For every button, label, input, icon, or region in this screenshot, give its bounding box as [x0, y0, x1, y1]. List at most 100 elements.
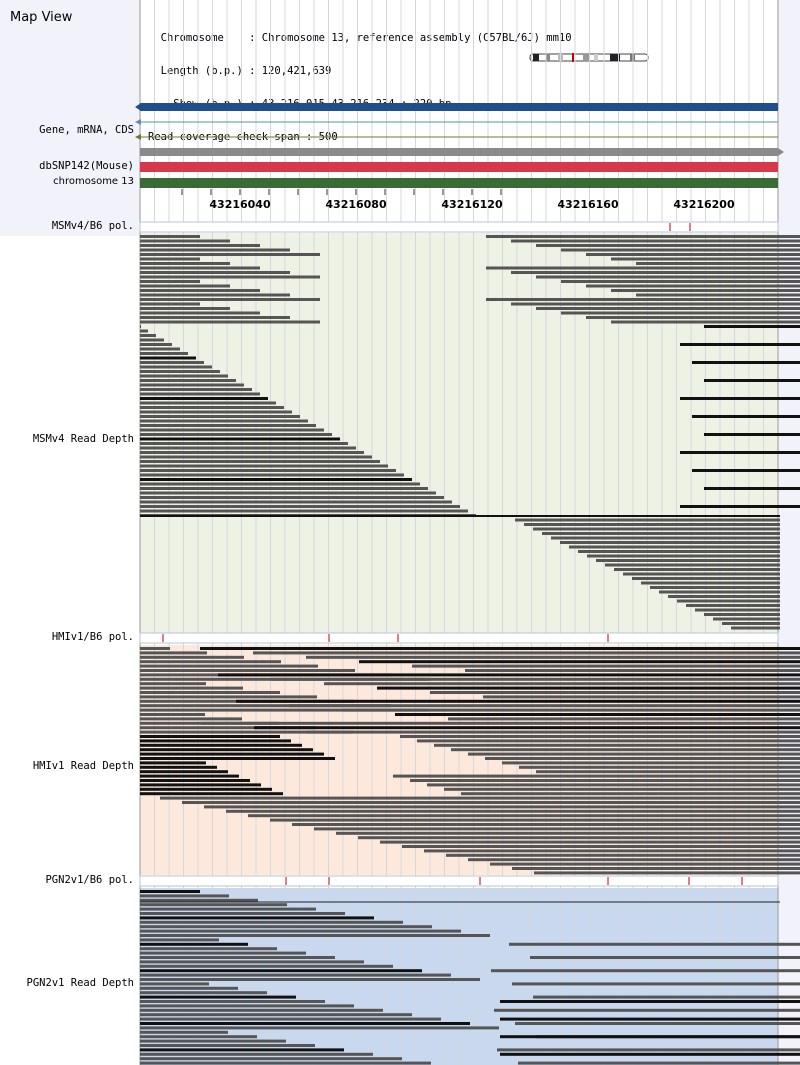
hmi-read — [446, 853, 800, 857]
msm-read — [704, 613, 780, 616]
pgn-read — [140, 1000, 325, 1003]
msm-read — [636, 293, 800, 297]
feature-arrow — [778, 148, 784, 156]
msm-read — [140, 329, 148, 333]
msm-read — [140, 473, 404, 477]
hmi-read — [140, 686, 243, 690]
msm-read — [533, 527, 780, 531]
msm-read — [140, 370, 220, 373]
hmi-read — [140, 664, 318, 668]
pgn-read — [140, 1017, 441, 1021]
pgn-read — [500, 1017, 800, 1021]
msm-read — [695, 608, 780, 612]
msm-read — [140, 388, 252, 391]
hmi-read — [444, 787, 800, 791]
msm-read — [140, 424, 316, 427]
pgn-read — [140, 903, 287, 907]
msm-read — [692, 361, 800, 364]
msm-read — [680, 397, 800, 400]
pgn-read — [497, 1048, 800, 1052]
msm-read — [140, 298, 320, 301]
hmi-read — [200, 647, 800, 650]
pgn-read — [140, 986, 238, 990]
msm-read — [623, 572, 780, 576]
hmi-read — [140, 757, 335, 760]
hmi-read — [468, 858, 800, 862]
msm-read — [140, 253, 320, 256]
pgn-read — [140, 995, 296, 999]
hmi-read — [140, 792, 283, 796]
msm-read — [140, 487, 428, 490]
pgn-read — [140, 1052, 373, 1056]
pgn-read — [140, 1048, 344, 1052]
msm-read — [140, 464, 388, 468]
msm-read — [140, 500, 452, 504]
pgn-read — [140, 1057, 402, 1061]
pgn-read — [140, 982, 209, 986]
hmi-read — [140, 717, 242, 721]
msm-read — [140, 289, 260, 292]
chromosome-track-label: chromosome 13 — [53, 176, 134, 187]
hmi-read — [485, 757, 800, 760]
msm-read — [140, 383, 244, 387]
pgn-read — [140, 978, 480, 981]
hmi-read — [424, 849, 800, 853]
msm-read — [140, 505, 460, 508]
pgn-pol-strip — [139, 875, 779, 887]
mrna-arrow — [135, 119, 141, 125]
msm-read — [140, 302, 200, 306]
msm-read — [140, 293, 290, 297]
pgn-read — [140, 960, 364, 964]
msm-read — [704, 433, 800, 436]
hmi-read — [254, 726, 800, 730]
msm-read — [140, 244, 260, 247]
msm-read-depth-label: MSMv4 Read Depth — [32, 433, 134, 445]
hmi-read — [226, 809, 800, 813]
length-info: Length (b.p.) : 120,421,639 — [148, 65, 332, 77]
pgn-read — [500, 1052, 800, 1056]
cds-arrow — [135, 134, 141, 140]
hmi-read — [140, 748, 313, 752]
msm-read — [722, 622, 780, 625]
snp-track-label: dbSNP142(Mouse) — [39, 160, 134, 172]
msm-read — [140, 262, 230, 265]
hmi-read — [140, 647, 170, 650]
hmi-read — [536, 770, 800, 774]
pgn-read — [509, 942, 800, 946]
msm-read — [140, 307, 230, 310]
msm-read — [140, 374, 228, 378]
hmi-read — [427, 783, 800, 787]
hmi-read — [140, 655, 244, 659]
pgn-read — [140, 920, 403, 924]
hmi-read — [140, 783, 261, 787]
msm-read — [611, 320, 800, 324]
hmi-read — [140, 730, 353, 734]
hmi-read — [140, 770, 228, 774]
gene-bar — [140, 103, 778, 111]
msm-read — [140, 428, 324, 432]
hmi-read — [465, 669, 800, 672]
msm-read — [140, 347, 180, 351]
pgn-read — [491, 969, 800, 973]
hmi-pol-label: HMIv1/B6 pol. — [51, 631, 134, 643]
msm-read — [704, 487, 800, 490]
pgn-read — [500, 1000, 800, 1003]
gene-arrow — [135, 103, 141, 111]
hmi-read — [140, 691, 280, 694]
hmi-read — [140, 752, 324, 756]
pgn-read — [140, 1035, 257, 1039]
hmi-read — [140, 735, 280, 738]
msm-read — [140, 410, 292, 414]
hmi-read — [483, 695, 800, 699]
msm-read — [586, 253, 800, 256]
msm-read — [486, 298, 800, 301]
msm-pol-label: MSMv4/B6 pol. — [51, 220, 134, 232]
msm-read — [140, 235, 200, 238]
msm-read — [713, 617, 780, 621]
hmi-read — [512, 867, 800, 870]
hmi-read — [380, 840, 800, 844]
msm-read — [692, 415, 800, 418]
axis-tick-label: 43216120 — [441, 198, 503, 211]
pgn-read — [140, 1061, 431, 1065]
